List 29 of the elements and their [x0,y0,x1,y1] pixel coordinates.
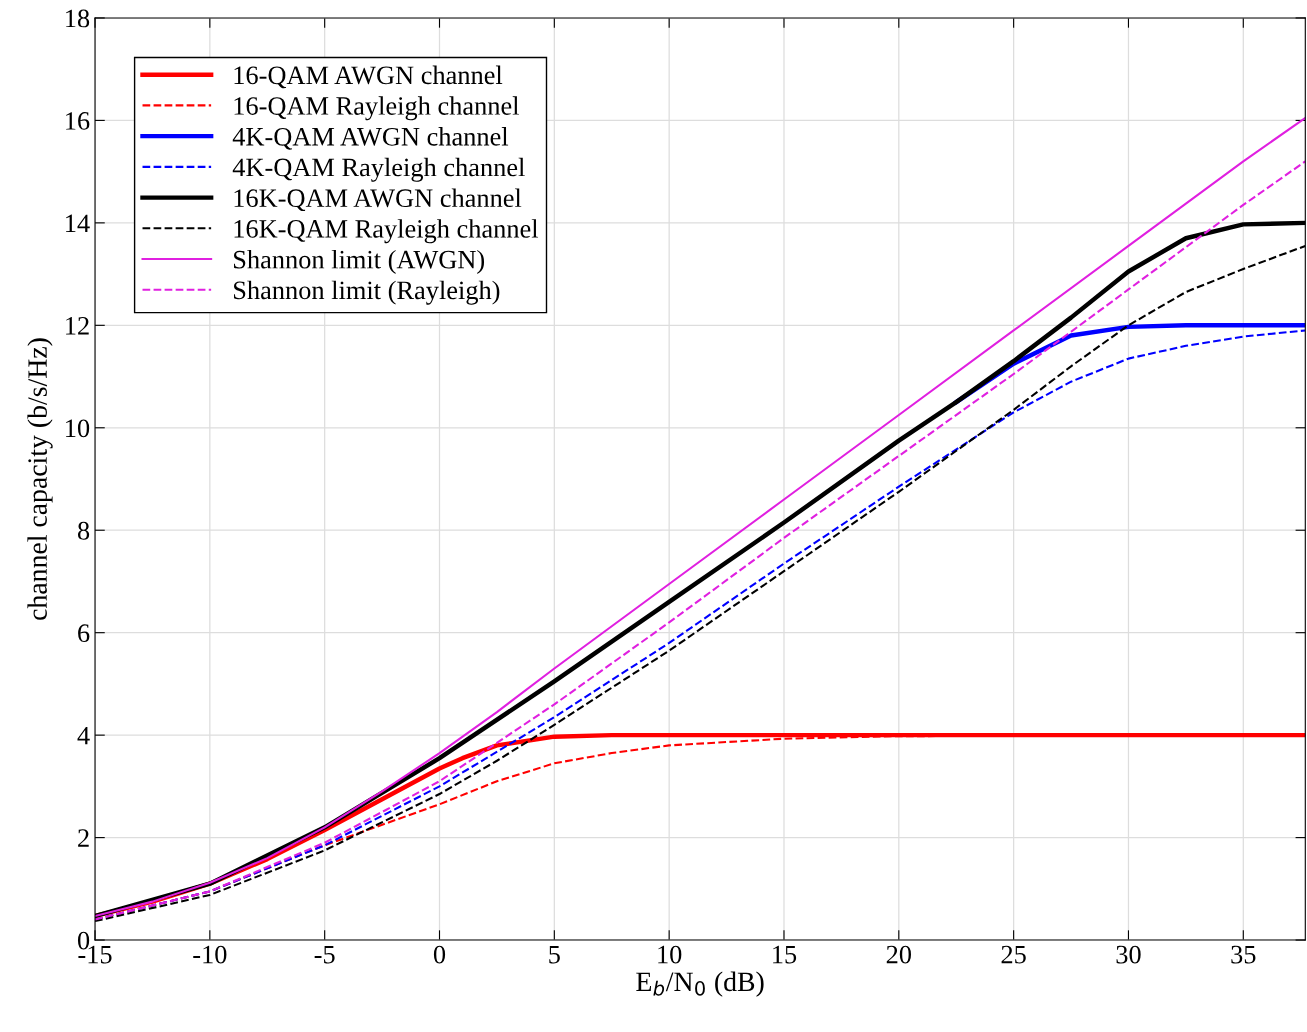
y-tick-label: 6 [78,624,90,643]
x-tick-label: 35 [1231,945,1256,964]
x-tick-label: -10 [193,945,227,964]
x-tick-label: 20 [886,945,911,964]
legend-label: Shannon limit (Rayleigh) [234,280,500,305]
y-tick-label: 2 [78,829,89,847]
legend-label: 4K-QAM AWGN channel [232,127,509,150]
y-tick-label: 18 [66,9,90,28]
x-tick-label: 10 [658,945,682,964]
x-tick-label: 30 [1116,945,1141,964]
y-tick-label: 10 [66,419,90,438]
y-tick-label: 8 [77,521,90,540]
y-tick-label: 14 [66,214,90,233]
legend-label: 16K-QAM Rayleigh channel [234,219,539,244]
legend-label: Shannon limit (AWGN) [234,249,485,274]
x-axis-title: E$_{b}$/N$_{0}$ (dB) [636,971,764,997]
legend-label: 16K-QAM AWGN channel [234,188,522,212]
x-tick-label: 15 [773,945,797,964]
y-tick-label: 4 [77,726,90,745]
legend-label: 16-QAM Rayleigh channel [234,96,519,121]
x-tick-label: 0 [433,945,446,964]
legend-label: 16-QAM AWGN channel [234,65,503,89]
y-axis-title: channel capacity (b/s/Hz) [27,338,53,620]
x-tick-label: 5 [549,945,560,964]
x-tick-label: -5 [314,945,335,964]
x-tick-label: 25 [1001,945,1026,964]
legend-label: 4K-QAM Rayleigh channel [232,157,525,182]
y-tick-label: 12 [66,317,89,335]
y-tick-label: 16 [66,112,90,130]
